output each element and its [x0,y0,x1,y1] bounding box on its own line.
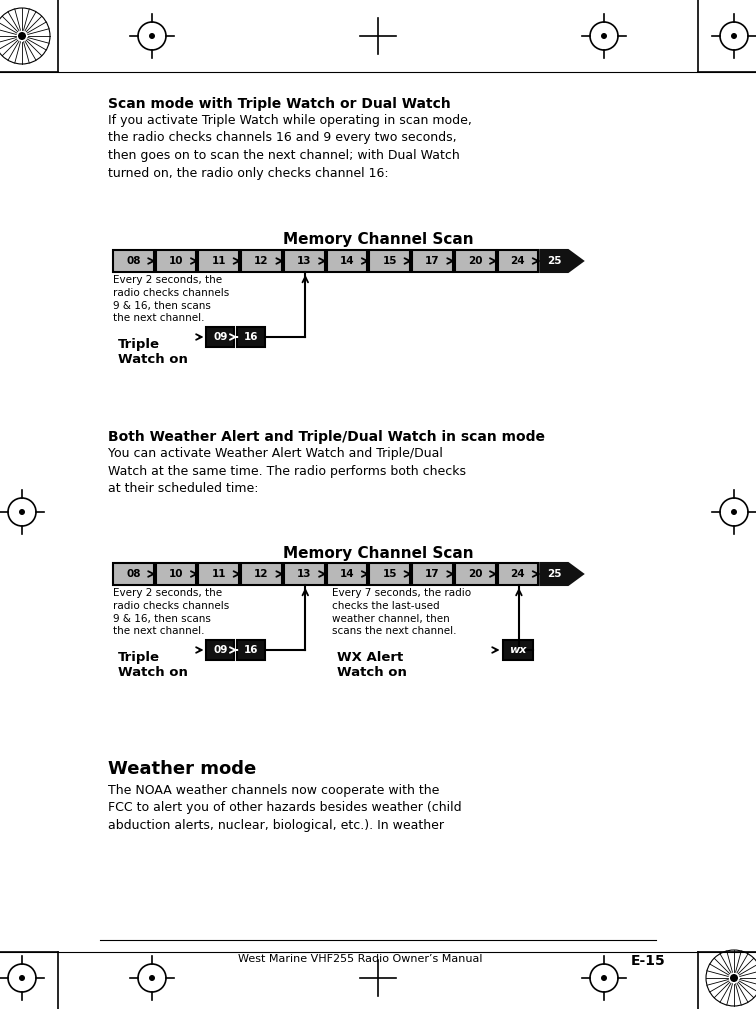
FancyBboxPatch shape [237,640,265,660]
Text: The NOAA weather channels now cooperate with the
FCC to alert you of other hazar: The NOAA weather channels now cooperate … [108,784,462,832]
FancyBboxPatch shape [206,327,234,347]
Text: 25: 25 [547,569,562,579]
Text: wx: wx [509,645,526,655]
Polygon shape [156,250,197,272]
Polygon shape [455,563,495,585]
Circle shape [601,975,607,981]
Text: Memory Channel Scan: Memory Channel Scan [283,546,473,561]
Polygon shape [497,563,538,585]
Polygon shape [370,563,410,585]
Text: Memory Channel Scan: Memory Channel Scan [283,232,473,247]
Text: 15: 15 [383,256,397,266]
Text: 20: 20 [468,256,482,266]
Circle shape [19,975,25,981]
Text: 08: 08 [126,569,141,579]
Text: 25: 25 [547,256,562,266]
FancyBboxPatch shape [237,327,265,347]
Text: Scan mode with Triple Watch or Dual Watch: Scan mode with Triple Watch or Dual Watc… [108,97,451,111]
Text: 13: 13 [297,569,311,579]
Circle shape [731,509,737,515]
Polygon shape [412,250,453,272]
Text: Triple
Watch on: Triple Watch on [118,651,188,679]
Text: 14: 14 [339,569,355,579]
Text: 16: 16 [244,645,259,655]
Text: Every 2 seconds, the
radio checks channels
9 & 16, then scans
the next channel.: Every 2 seconds, the radio checks channe… [113,588,229,637]
Polygon shape [241,250,282,272]
Circle shape [731,33,737,39]
Text: 12: 12 [254,569,269,579]
Text: 15: 15 [383,569,397,579]
Text: 24: 24 [510,256,525,266]
Text: 10: 10 [169,569,184,579]
Text: 11: 11 [212,569,226,579]
Circle shape [601,33,607,39]
Polygon shape [455,250,495,272]
Text: 08: 08 [126,256,141,266]
Text: 10: 10 [169,256,184,266]
Text: Both Weather Alert and Triple/Dual Watch in scan mode: Both Weather Alert and Triple/Dual Watch… [108,430,545,444]
Polygon shape [327,563,367,585]
Text: WX Alert
Watch on: WX Alert Watch on [336,651,407,679]
Circle shape [18,32,26,40]
Polygon shape [370,250,410,272]
Polygon shape [284,563,324,585]
Text: 09: 09 [213,645,228,655]
Text: E-15: E-15 [631,954,665,968]
Text: 17: 17 [425,569,440,579]
Text: 14: 14 [339,256,355,266]
Text: 24: 24 [510,569,525,579]
Text: Every 2 seconds, the
radio checks channels
9 & 16, then scans
the next channel.: Every 2 seconds, the radio checks channe… [113,275,229,324]
Circle shape [149,975,155,981]
Text: 11: 11 [212,256,226,266]
Polygon shape [541,563,583,585]
Polygon shape [541,250,583,272]
Circle shape [730,974,738,982]
Polygon shape [327,250,367,272]
Polygon shape [412,563,453,585]
Text: 16: 16 [244,332,259,342]
Polygon shape [284,250,324,272]
Text: 09: 09 [213,332,228,342]
Polygon shape [241,563,282,585]
Text: 20: 20 [468,569,482,579]
Text: If you activate Triple Watch while operating in scan mode,
the radio checks chan: If you activate Triple Watch while opera… [108,114,472,180]
Text: Every 7 seconds, the radio
checks the last-used
weather channel, then
scans the : Every 7 seconds, the radio checks the la… [332,588,471,637]
Text: 13: 13 [297,256,311,266]
Polygon shape [156,563,197,585]
Polygon shape [199,563,239,585]
Polygon shape [113,563,153,585]
Text: 12: 12 [254,256,269,266]
FancyBboxPatch shape [503,640,532,660]
Text: Triple
Watch on: Triple Watch on [118,338,188,366]
Text: 17: 17 [425,256,440,266]
Text: Weather mode: Weather mode [108,760,256,778]
Circle shape [149,33,155,39]
Polygon shape [497,250,538,272]
Text: West Marine VHF255 Radio Owner’s Manual: West Marine VHF255 Radio Owner’s Manual [237,954,482,964]
Polygon shape [199,250,239,272]
Circle shape [19,509,25,515]
Text: You can activate Weather Alert Watch and Triple/Dual
Watch at the same time. The: You can activate Weather Alert Watch and… [108,447,466,495]
Polygon shape [113,250,153,272]
FancyBboxPatch shape [206,640,234,660]
